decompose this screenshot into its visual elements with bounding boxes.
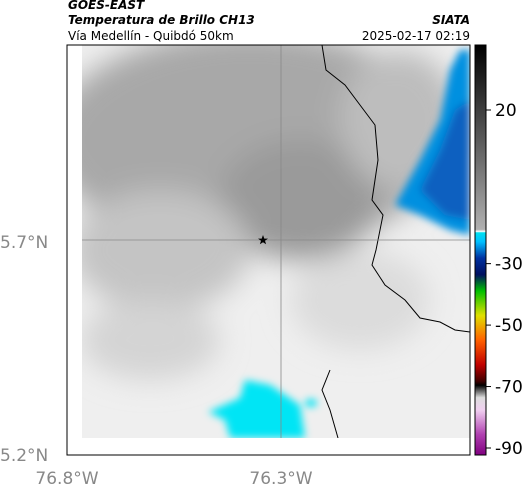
border [321,369,339,438]
lon-label: 76.8°W [35,469,98,489]
colorbar [474,44,487,456]
colorbar-ticks: 20 -30 -50 -70 -90 [486,101,523,459]
title: Temperatura de Brillo CH13 [68,13,255,27]
lat-label: 5.7°N [0,233,48,253]
source: GOES-EAST [68,0,145,12]
brand: SIATA [432,13,470,27]
location-marker [258,235,268,245]
timestamp: 2025-02-17 02:19 [362,29,470,43]
lon-label: 76.3°W [249,469,312,489]
subtitle: Vía Medellín - Quibdó 50km [68,29,234,43]
map-frame [66,44,471,456]
satellite-image [82,45,470,438]
lat-label: 5.2°N [0,446,48,466]
colorbar-label: -30 [495,255,523,275]
colorbar-label: -50 [495,316,523,336]
colorbar-label: 20 [495,101,517,121]
colorbar-label: -90 [495,439,523,459]
colorbar-label: -70 [495,378,523,398]
border [321,45,470,333]
